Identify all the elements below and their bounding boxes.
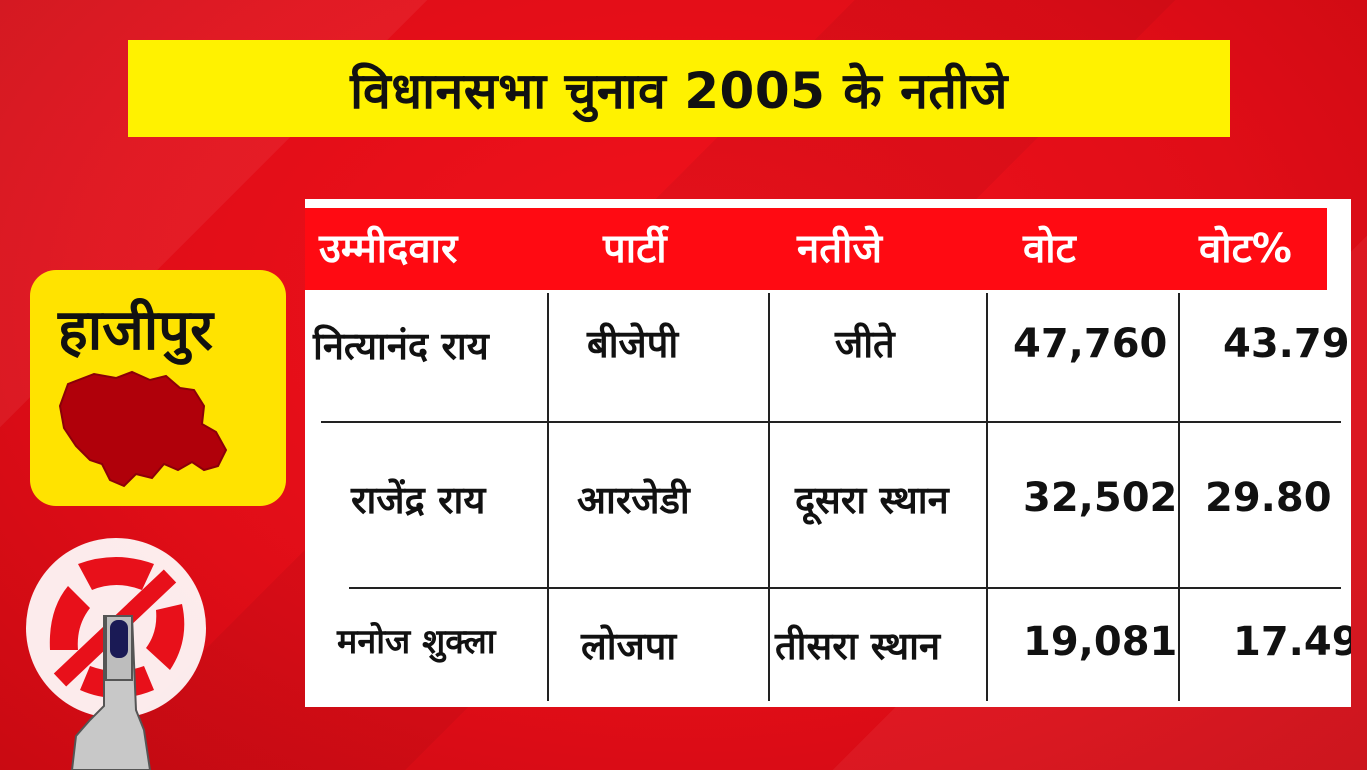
candidate-name: राजेंद्र राय (351, 478, 486, 522)
row-divider (349, 587, 1341, 589)
constituency-name: हाजीपुर (58, 298, 214, 363)
title-banner: विधानसभा चुनाव 2005 के नतीजे (128, 40, 1230, 137)
party-name: बीजेपी (587, 322, 679, 366)
district-map-icon (58, 370, 228, 488)
header-votes: वोट (1023, 226, 1076, 272)
vote-percent: 43.79 (1223, 321, 1350, 367)
constituency-card: हाजीपुर (30, 270, 286, 506)
header-party: पार्टी (603, 226, 667, 272)
column-divider (547, 293, 549, 701)
election-symbol-with-inked-finger-icon (26, 538, 206, 770)
results-table: उम्मीदवार पार्टी नतीजे वोट वोट% नित्यानं… (305, 199, 1351, 707)
column-divider (768, 293, 770, 701)
header-result: नतीजे (797, 226, 883, 272)
vote-percent: 17.49 (1233, 619, 1351, 665)
vote-percent: 29.80 (1205, 475, 1332, 521)
page-title: विधानसभा चुनाव 2005 के नतीजे (350, 61, 1008, 120)
vote-count: 19,081 (1023, 619, 1178, 665)
party-name: लोजपा (581, 624, 677, 668)
header-candidate: उम्मीदवार (319, 226, 458, 272)
column-divider (1178, 293, 1180, 701)
candidate-name: नित्यानंद राय (313, 324, 489, 368)
candidate-name: मनोज शुक्ला (337, 622, 496, 662)
table-header-row: उम्मीदवार पार्टी नतीजे वोट वोट% (305, 208, 1327, 290)
header-vote-percent: वोट% (1199, 226, 1292, 272)
column-divider (986, 293, 988, 701)
row-divider (321, 421, 1341, 423)
result-status: दूसरा स्थान (795, 478, 949, 522)
party-name: आरजेडी (577, 478, 690, 522)
result-status: तीसरा स्थान (775, 624, 941, 668)
vote-count: 47,760 (1013, 321, 1168, 367)
result-status: जीते (835, 322, 895, 366)
vote-count: 32,502 (1023, 475, 1178, 521)
